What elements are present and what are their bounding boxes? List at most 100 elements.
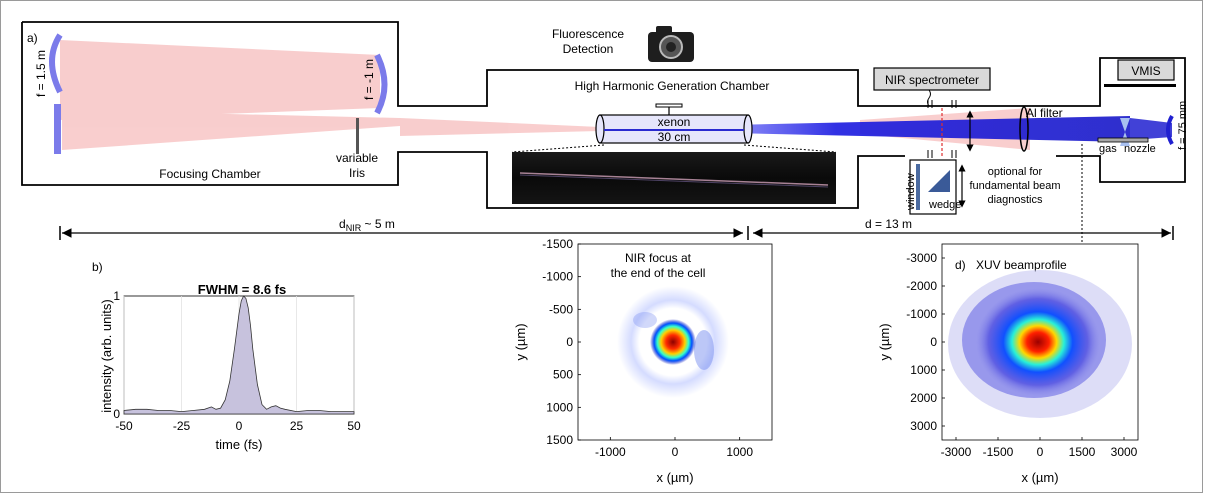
iris-label-line1: variable: [336, 151, 378, 165]
nir-ylabel: y (µm): [513, 323, 528, 360]
flange-upper: [927, 100, 957, 108]
window-optic-icon: [916, 164, 920, 210]
cell-photo-image: [512, 152, 836, 204]
xuv-y-tick-label: 1000: [910, 363, 937, 377]
f75-label: f = 75 mm: [1177, 101, 1189, 150]
vmis-plate: [1104, 84, 1176, 87]
nir-title-line2: the end of the cell: [611, 266, 706, 280]
nir-x-ticks: -1000 0 1000: [595, 437, 753, 459]
fluorescence-label-line2: Detection: [563, 42, 614, 56]
xuv-x-tick-label: 0: [1037, 445, 1044, 459]
pulse-x-tick-label: 50: [347, 419, 361, 433]
xuv-x-tick-label: 3000: [1111, 445, 1138, 459]
xuv-xlabel: x (µm): [1021, 470, 1058, 485]
nir-y-tick-label: 1500: [546, 433, 573, 447]
xuv-y-ticks: -3000 -2000 -1000 0 1000 2000 3000: [906, 251, 945, 433]
iris-icon: [356, 118, 359, 154]
pulse-x-ticks: -50 -25 0 25 50: [115, 419, 361, 433]
focusing-chamber-label: Focusing Chamber: [159, 167, 260, 181]
nir-y-tick-label: 500: [553, 368, 573, 382]
xuv-x-tick-label: -1500: [983, 445, 1014, 459]
nir-heatmap-image: [617, 286, 729, 398]
optional-label-line1: optional for: [988, 166, 1043, 178]
pulse-title: FWHM = 8.6 fs: [198, 282, 287, 297]
xuv-y-tick-label: -3000: [906, 251, 937, 265]
nir-title-line1: NIR focus at: [625, 251, 692, 265]
flat-mirror-icon: [54, 104, 61, 154]
pulse-grid: [123, 296, 355, 414]
gas-jet-icon: [1120, 118, 1130, 132]
pulse-y-ticks: 01: [113, 289, 120, 421]
fluorescence-label-line1: Fluorescence: [552, 27, 624, 41]
window-label: window: [905, 173, 917, 211]
nir-spectrometer-box: [873, 67, 991, 91]
cell-length-label: 30 cm: [658, 130, 691, 144]
xuv-mirror-icon: [1166, 115, 1174, 145]
xuv-ylabel: y (µm): [877, 323, 892, 360]
photo-pointer-left: [511, 144, 605, 153]
vacuum-chamber-outline-bottom: [21, 22, 905, 209]
flange-lower: [927, 150, 957, 158]
distance-d-label: d = 13 m: [865, 217, 912, 231]
nir-xlabel: x (µm): [656, 470, 693, 485]
panel-label-a: a): [27, 31, 38, 45]
gas-cell: [595, 103, 753, 144]
focusing-mirror-icon: [49, 33, 63, 94]
nir-y-tick-label: -1500: [542, 237, 573, 251]
panel-label-d: d): [955, 258, 966, 272]
xuv-beam: [640, 116, 1130, 142]
xuv-x-tick-label: 1500: [1069, 445, 1096, 459]
nozzle-plate: [1097, 137, 1149, 143]
nir-beam: [60, 40, 1030, 150]
camera-icon: [648, 26, 694, 62]
photo-pointer-right: [743, 144, 837, 153]
mirror1-focal-label: f = 1.5 m: [34, 50, 48, 97]
nir-y-ticks: -1500 -1000 -500 0 500 1000 1500: [542, 237, 581, 447]
xuv-focus: [1130, 118, 1172, 140]
wedge-label: wedge: [928, 199, 961, 211]
xuv-x-ticks: -3000 -1500 0 1500 3000: [941, 437, 1138, 459]
xuv-title: XUV beamprofile: [976, 258, 1067, 272]
pulse-area-series: [123, 295, 355, 415]
pulse-y-tick-label: 0: [113, 407, 120, 421]
wedge-optic-icon: [928, 170, 950, 192]
nir-y-tick-label: 0: [566, 335, 573, 349]
xuv-y-tick-label: -2000: [906, 279, 937, 293]
al-filter-label: Al filter: [1026, 106, 1063, 120]
nir-y-tick-label: 1000: [546, 400, 573, 414]
nir-spectrometer-label: NIR spectrometer: [885, 73, 979, 87]
pulse-x-tick-label: -25: [173, 419, 191, 433]
al-filter-icon: [1019, 106, 1029, 152]
defocusing-mirror-icon: [374, 53, 388, 115]
nir-x-tick-label: 1000: [726, 445, 753, 459]
nozzle-label: nozzle: [1124, 143, 1156, 155]
xuv-y-tick-label: -1000: [906, 307, 937, 321]
gas-label: gas: [1099, 143, 1117, 155]
pulse-y-tick-label: 1: [113, 289, 120, 303]
mirror2-focal-label: f = -1 m: [362, 59, 376, 100]
optional-label-line3: diagnostics: [987, 194, 1043, 206]
distance-nir-label: dNIR ~ 5 m: [339, 217, 395, 233]
vacuum-chamber-outline-top: [22, 21, 1186, 183]
panel-label-b: b): [92, 260, 103, 274]
vmis-box: [1117, 59, 1175, 81]
nir-y-tick-label: -1000: [542, 270, 573, 284]
xuv-heatmap-image: [948, 270, 1132, 418]
vmis-label: VMIS: [1131, 64, 1160, 78]
cell-gas-label: xenon: [658, 115, 691, 129]
pulse-x-tick-label: -50: [115, 419, 133, 433]
xuv-y-tick-label: 0: [930, 335, 937, 349]
optional-label-line2: fundamental beam: [969, 180, 1060, 192]
nir-x-tick-label: 0: [672, 445, 679, 459]
pulse-ylabel: intensity (arb. units): [99, 299, 114, 412]
xuv-y-tick-label: 2000: [910, 391, 937, 405]
xuv-x-tick-label: -3000: [941, 445, 972, 459]
nir-x-tick-label: -1000: [595, 445, 626, 459]
pulse-x-tick-label: 25: [290, 419, 304, 433]
xuv-y-tick-label: 3000: [910, 419, 937, 433]
pulse-x-tick-label: 0: [236, 419, 243, 433]
pulse-xlabel: time (fs): [216, 437, 263, 452]
iris-label-line2: Iris: [349, 166, 365, 180]
